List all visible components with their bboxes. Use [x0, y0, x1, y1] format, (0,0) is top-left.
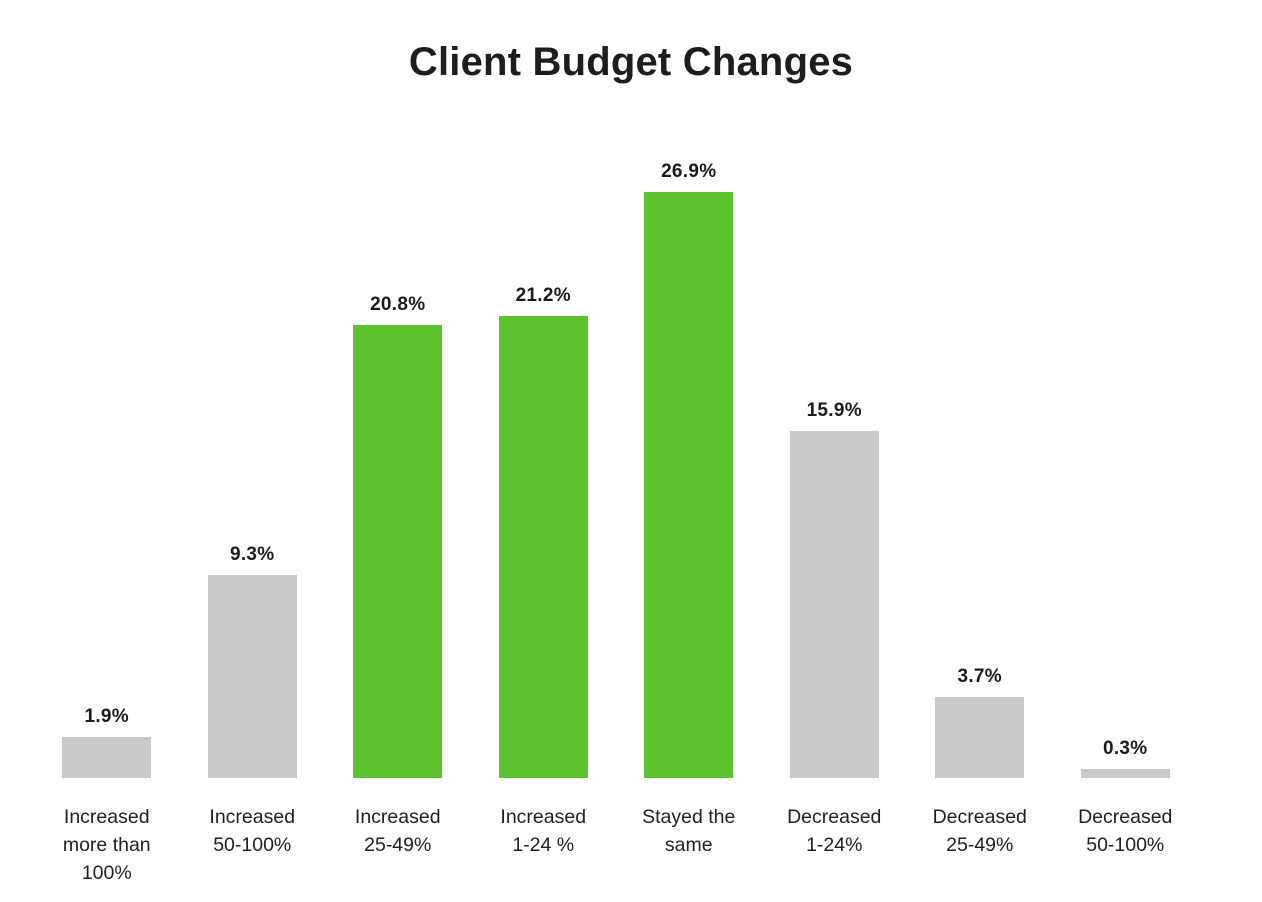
bar-highlighted [644, 192, 734, 778]
bar-zone: 1.9% [34, 0, 180, 778]
bar-value-label: 26.9% [661, 161, 717, 182]
bar-default [1080, 769, 1170, 778]
category-label: Decreased 1-24% [787, 803, 881, 859]
bar-column: 26.9% Stayed the same [616, 0, 762, 887]
bar-zone: 3.7% [907, 0, 1053, 778]
bar-zone: 20.8% [325, 0, 471, 778]
bar-column: 15.9% Decreased 1-24% [762, 0, 908, 887]
bar-value-label: 3.7% [957, 666, 1002, 687]
bar-column: 3.7% Decreased 25-49% [907, 0, 1053, 887]
category-label: Increased 50-100% [209, 803, 295, 859]
bar-value-label: 1.9% [84, 706, 129, 727]
bar-highlighted [498, 316, 588, 778]
bar-default [62, 737, 152, 778]
bar-zone: 26.9% [616, 0, 762, 778]
category-label-line: 1-24% [806, 834, 863, 856]
bar-value-label: 20.8% [370, 294, 426, 315]
category-label: Increased 25-49% [355, 803, 441, 859]
bar-column: 1.9% Increased more than 100% [34, 0, 180, 887]
bar-zone: 21.2% [471, 0, 617, 778]
category-label: Decreased 25-49% [933, 803, 1027, 859]
category-label-line: same [664, 834, 713, 856]
chart-title: Client Budget Changes [408, 40, 854, 84]
bar-column: 0.3% Decreased 50-100% [1053, 0, 1199, 887]
category-label-line: Increased [63, 806, 150, 828]
bar-value-label: 21.2% [515, 285, 571, 306]
bar-zone: 0.3% [1053, 0, 1199, 778]
bar-default [789, 431, 879, 778]
category-label-line: 50-100% [1086, 834, 1165, 856]
bar-value-label: 9.3% [229, 544, 275, 565]
category-label-line: 25-49% [946, 834, 1014, 856]
bar-highlighted [353, 325, 443, 778]
category-label-line: 25-49% [364, 834, 432, 856]
category-label-line: Increased [500, 806, 587, 828]
category-label-line: Decreased [787, 806, 882, 828]
category-label-line: Increased [354, 806, 441, 828]
bar-value-label: 0.3% [1102, 738, 1148, 759]
bar-zone: 9.3% [180, 0, 326, 778]
category-label: Stayed the same [642, 803, 735, 859]
bar-value-label: 15.9% [806, 400, 862, 421]
bar-default [207, 575, 297, 778]
category-label-line: Decreased [932, 806, 1027, 828]
bar-zone: 15.9% [762, 0, 908, 778]
category-label-line: 1-24 % [512, 834, 575, 856]
plot-area: 1.9% Increased more than 100% 9.3% Increased 5… [34, 0, 1198, 887]
bar-column: 21.2% Increased 1-24 % [471, 0, 617, 887]
category-label-line: Stayed the [642, 806, 736, 828]
category-label: Increased more than 100% [63, 803, 151, 887]
category-label-line: 100% [81, 862, 132, 884]
category-label: Decreased 50-100% [1078, 803, 1172, 859]
category-label-line: more than [62, 834, 151, 856]
bar-default [935, 697, 1025, 778]
bar-column: 20.8% Increased 25-49% [325, 0, 471, 887]
category-label-line: 50-100% [213, 834, 292, 856]
category-label-line: Decreased [1078, 806, 1173, 828]
category-label: Increased 1-24 % [500, 803, 586, 859]
category-label-line: Increased [209, 806, 296, 828]
bar-column: 9.3% Increased 50-100% [180, 0, 326, 887]
